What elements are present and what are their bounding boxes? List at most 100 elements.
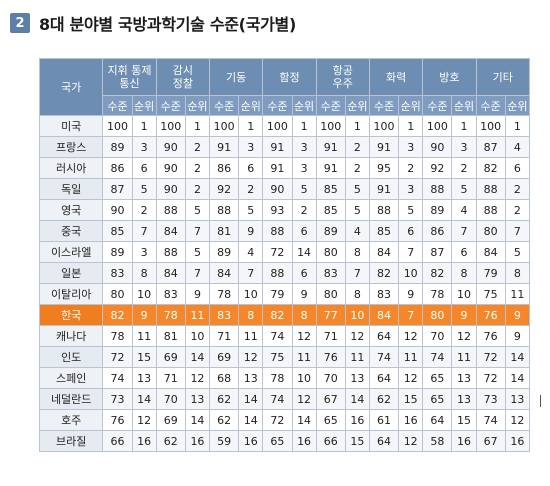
level-cell: 65 [315,409,346,431]
level-cell: 72 [262,241,293,263]
level-cell: 88 [475,199,506,221]
level-cell: 83 [315,262,346,284]
level-cell: 62 [209,388,240,410]
level-cell: 91 [315,157,346,179]
level-subheader: 수준 [315,95,346,116]
level-cell: 78 [102,325,133,347]
rank-cell: 7 [344,262,370,284]
rank-cell: 1 [238,115,264,137]
level-cell: 75 [262,346,293,368]
rank-cell: 13 [344,367,370,389]
level-cell: 82 [368,262,400,284]
level-cell: 64 [368,367,400,389]
level-cell: 92 [422,157,453,179]
level-cell: 87 [475,136,506,158]
level-cell: 91 [262,157,293,179]
rank-subheader: 순위 [238,95,264,116]
rank-cell: 1 [504,115,531,137]
country-cell: 프랑스 [38,136,104,158]
rank-cell: 7 [131,220,157,242]
level-cell: 85 [368,220,400,242]
level-cell: 91 [368,178,400,200]
field-header: 항공 우주 [315,58,370,96]
level-cell: 88 [475,178,506,200]
level-cell: 88 [155,199,186,221]
rank-cell: 9 [184,283,211,305]
rank-cell: 5 [451,178,477,200]
rank-cell: 14 [238,409,264,431]
rank-cell: 3 [131,241,157,263]
country-cell: 영국 [38,199,104,221]
rank-cell: 11 [398,346,424,368]
rank-cell: 13 [184,388,211,410]
rank-cell: 12 [398,367,424,389]
level-cell: 87 [422,241,453,263]
rank-cell: 3 [398,178,424,200]
country-cell: 브라질 [38,430,104,452]
table-row: 프랑스 89 3 90 2 91 3 91 3 91 2 91 3 90 3 87 4 [38,136,531,158]
table-row: 중국 85 7 84 7 81 9 88 6 89 4 85 6 86 7 80 7 [38,220,531,242]
rank-cell: 15 [451,409,477,431]
level-cell: 82 [475,157,506,179]
field-header: 기타 [475,58,531,96]
rank-cell: 14 [238,388,264,410]
rank-cell: 2 [291,199,317,221]
rank-cell: 16 [131,430,157,452]
rank-cell: 2 [131,199,157,221]
rank-cell: 12 [398,430,424,452]
rank-cell: 6 [131,157,157,179]
level-subheader: 수준 [262,95,293,116]
table-row: 인도 72 15 69 14 69 12 75 11 76 11 74 11 74 11 72 14 [38,346,531,368]
level-cell: 90 [155,136,186,158]
country-cell: 캐나다 [38,325,104,347]
country-cell: 이탈리아 [38,283,104,305]
level-cell: 74 [262,325,293,347]
table-row: 일본 83 8 84 7 84 7 88 6 83 7 82 10 82 8 79 8 [38,262,531,284]
rank-cell: 7 [238,262,264,284]
rank-cell: 12 [451,325,477,347]
level-cell: 89 [422,199,453,221]
rank-cell: 13 [238,367,264,389]
table-row: 한국 82 9 78 11 83 8 82 8 77 10 84 7 80 9 76 9 [38,304,531,326]
rank-cell: 10 [291,367,317,389]
level-cell: 69 [209,346,240,368]
level-cell: 73 [102,388,133,410]
rank-cell: 2 [344,157,370,179]
level-cell: 58 [422,430,453,452]
rank-cell: 13 [451,388,477,410]
table-row: 독일 87 5 90 2 92 2 90 5 85 5 91 3 88 5 88 2 [38,178,531,200]
rank-cell: 14 [291,241,317,263]
rank-cell: 3 [238,136,264,158]
rank-cell: 6 [398,220,424,242]
level-cell: 62 [209,409,240,431]
level-cell: 65 [262,430,293,452]
level-cell: 84 [475,241,506,263]
table-row: 이스라엘 89 3 88 5 89 4 72 14 80 8 84 7 87 6 84 5 [38,241,531,263]
margin-mark [540,395,541,407]
rank-cell: 11 [451,346,477,368]
level-cell: 64 [368,430,400,452]
rank-cell: 7 [184,220,211,242]
rank-cell: 16 [504,430,531,452]
level-cell: 72 [262,409,293,431]
level-cell: 100 [368,115,400,137]
table-row: 영국 90 2 88 5 88 5 93 2 85 5 88 5 89 4 88 2 [38,199,531,221]
rank-cell: 11 [504,283,531,305]
rank-cell: 12 [398,325,424,347]
rank-subheader: 순위 [131,95,157,116]
rank-cell: 12 [344,325,370,347]
rank-cell: 9 [504,304,531,326]
level-cell: 76 [102,409,133,431]
rank-cell: 10 [398,262,424,284]
rank-cell: 2 [184,136,211,158]
rank-cell: 12 [131,409,157,431]
rank-cell: 12 [291,325,317,347]
level-subheader: 수준 [209,95,240,116]
rank-cell: 5 [504,241,531,263]
rank-cell: 16 [184,430,211,452]
country-cell: 한국 [38,304,104,326]
level-cell: 74 [368,346,400,368]
rank-cell: 2 [238,178,264,200]
level-cell: 82 [102,304,133,326]
field-header: 함정 [262,58,317,96]
